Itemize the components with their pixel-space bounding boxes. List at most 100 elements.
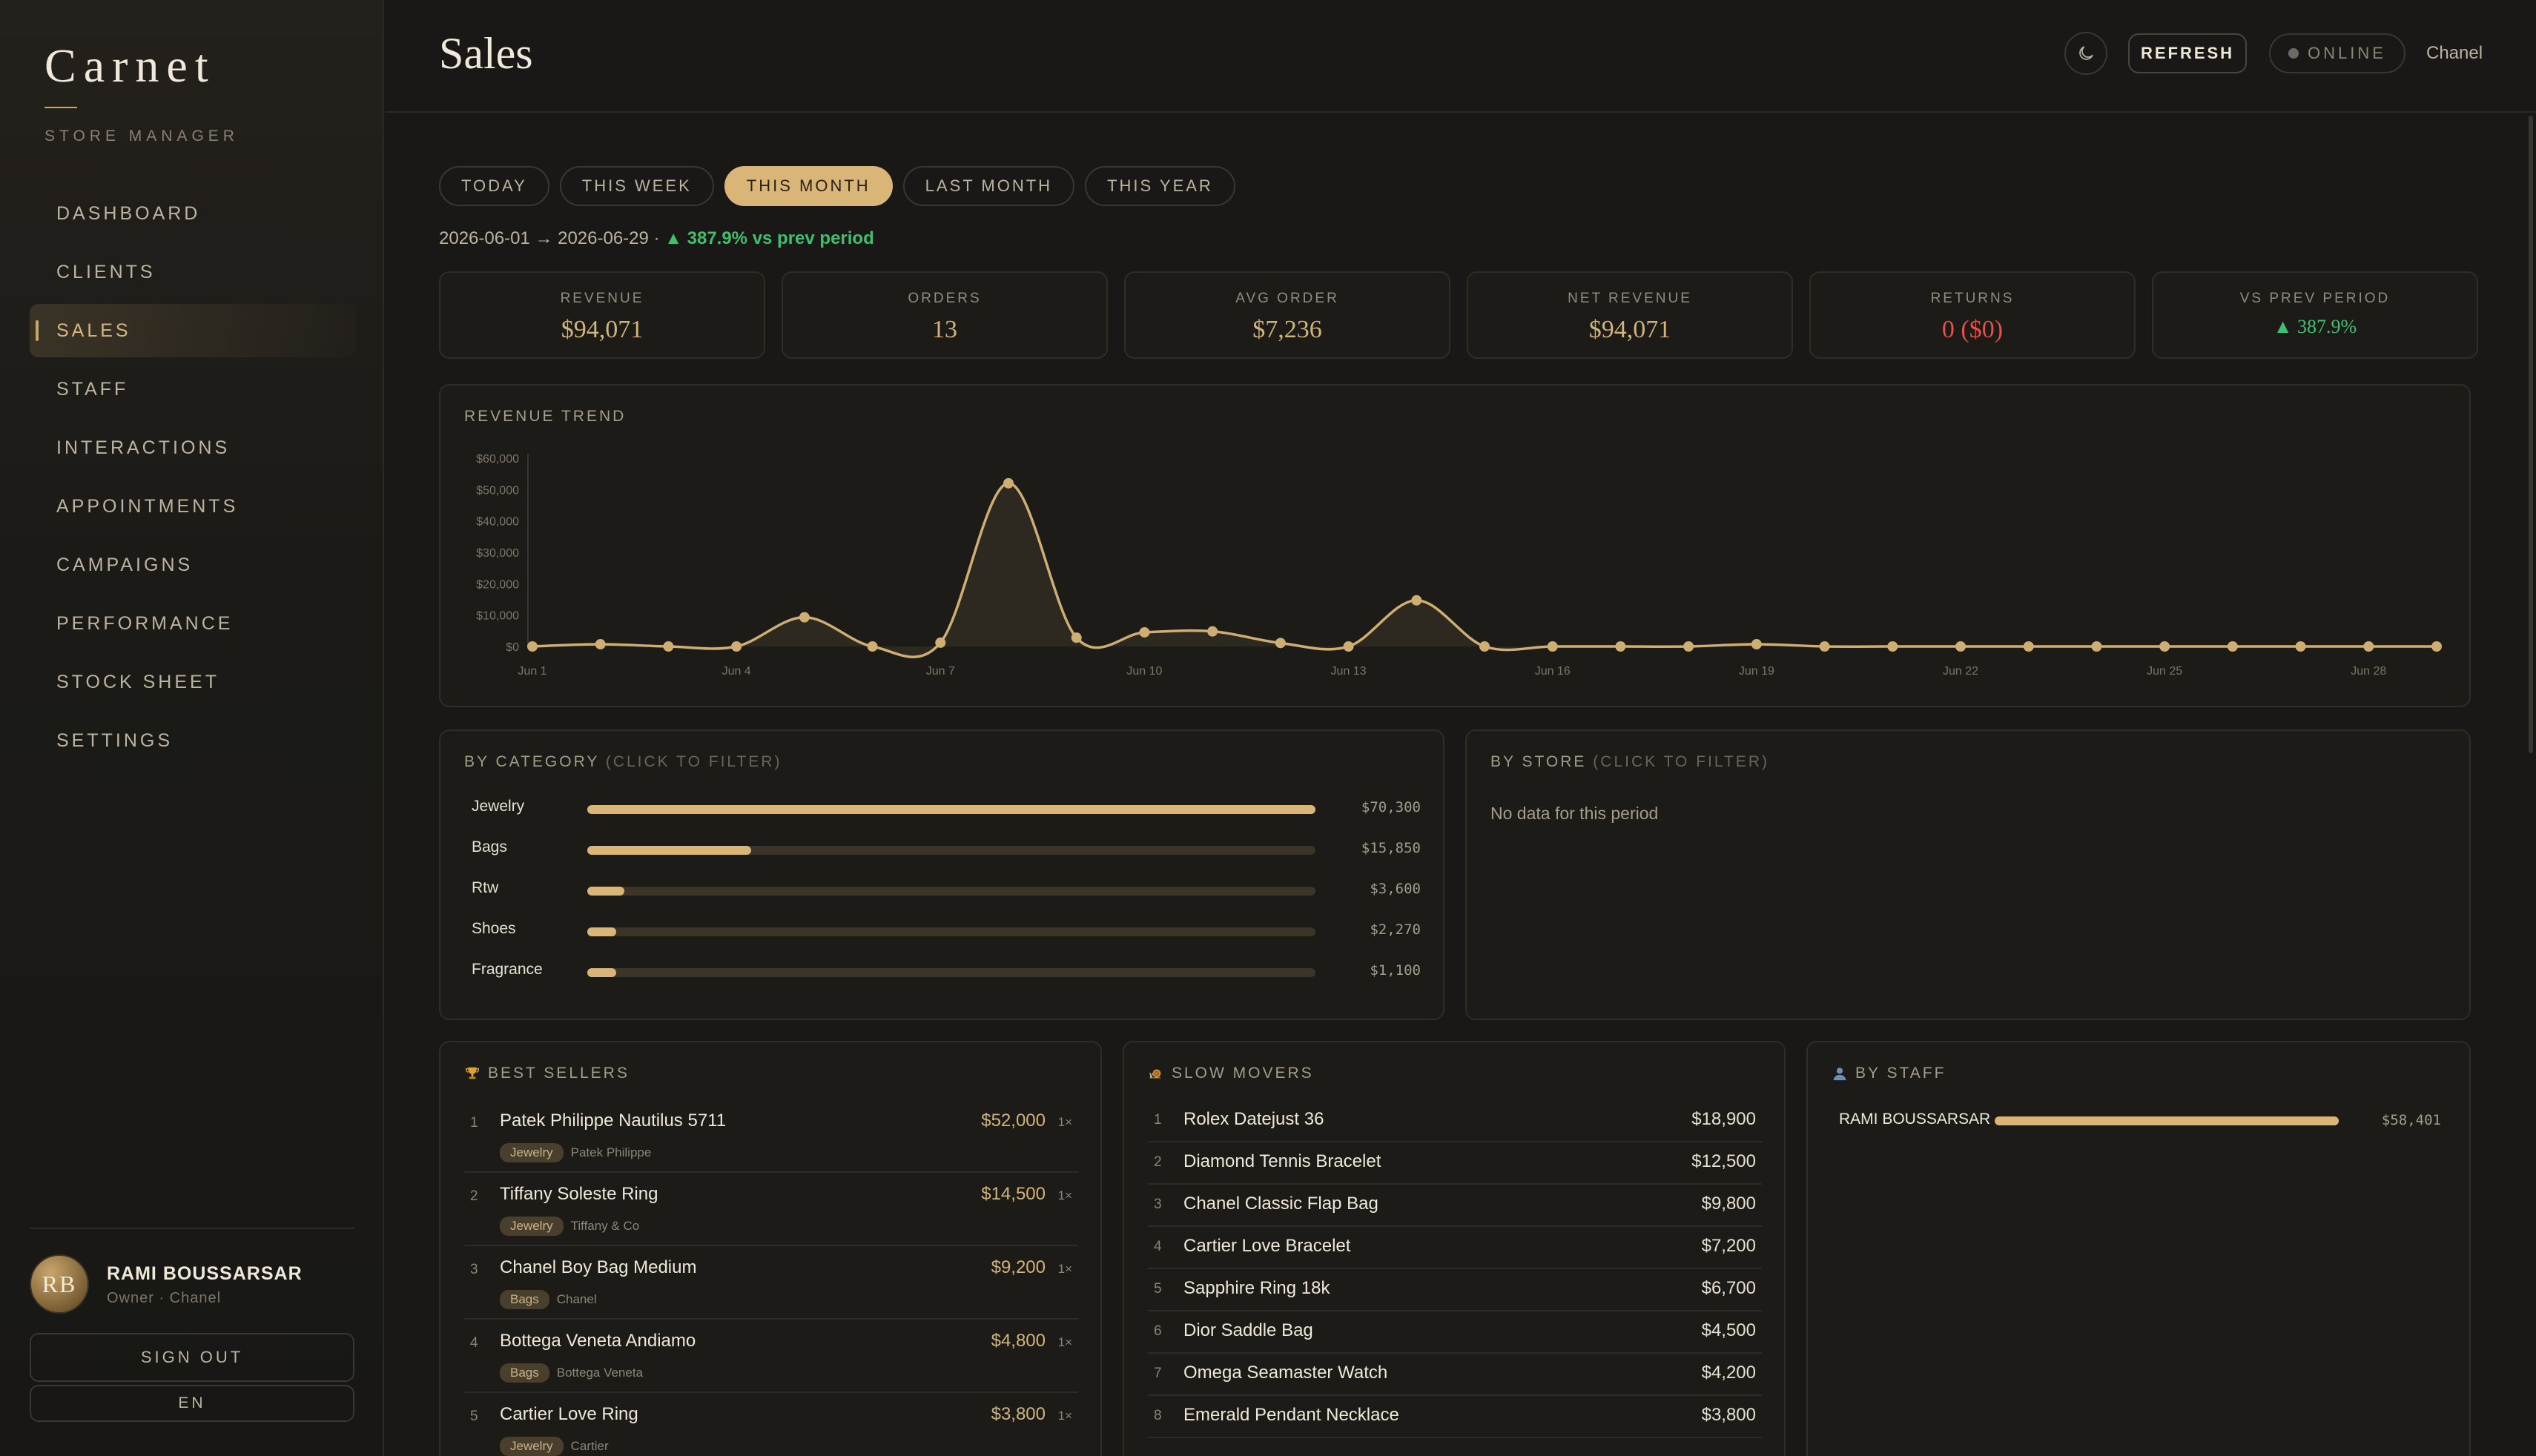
sidebar-divider (30, 1228, 354, 1229)
brand-subtitle: STORE MANAGER (44, 128, 239, 145)
product-qty: 1× (1057, 1115, 1072, 1129)
product-brand: Chanel (556, 1292, 597, 1306)
list-item[interactable]: 2 Tiffany Soleste Ring $14,500 1× Jewelry Tif… (464, 1174, 1078, 1246)
sidebar-item-interactions[interactable]: INTERACTIONS (56, 437, 231, 458)
sidebar-item-campaigns[interactable]: CAMPAIGNS (56, 554, 194, 575)
category-value: $2,270 (1370, 921, 1421, 938)
list-item[interactable]: 3 Chanel Boy Bag Medium $9,200 1× Bags Chanel (464, 1247, 1078, 1320)
trend-point (935, 637, 946, 648)
list-item[interactable]: 2 Diamond Tennis Bracelet $12,500 (1148, 1142, 1762, 1185)
product-name: Bottega Veneta Andiamo (500, 1331, 696, 1351)
product-price: $4,500 (1701, 1320, 1756, 1340)
by-category-hint: (CLICK TO FILTER) (605, 753, 782, 770)
sidebar-item-appointments[interactable]: APPOINTMENTS (56, 495, 239, 517)
header: Sales REFRESH ONLINE Chanel (386, 0, 2536, 113)
product-name: Chanel Boy Bag Medium (500, 1257, 697, 1277)
list-item[interactable]: 7 Omega Seamaster Watch $4,200 (1148, 1354, 1762, 1396)
kpi-card: ORDERS 13 (782, 271, 1108, 359)
product-price: $52,000 (981, 1111, 1046, 1131)
category-name: Bags (472, 838, 507, 856)
theme-toggle-button[interactable] (2064, 32, 2107, 75)
person-icon (1833, 1068, 1846, 1081)
list-item[interactable]: 3 Chanel Classic Flap Bag $9,800 (1148, 1185, 1762, 1227)
trend-point (2023, 641, 2034, 652)
trend-point (2363, 641, 2374, 652)
list-item[interactable]: 4 Cartier Love Bracelet $7,200 (1148, 1227, 1762, 1269)
kpi-card: REVENUE $94,071 (439, 271, 765, 359)
product-qty: 1× (1057, 1262, 1072, 1276)
category-row[interactable]: Bags $15,850 (472, 838, 1421, 861)
category-row[interactable]: Fragrance $1,100 (472, 961, 1421, 983)
range-delta: ▲ 387.9% vs prev period (664, 228, 874, 248)
scrollbar-thumb[interactable] (2529, 116, 2533, 753)
staff-value: $58,401 (2381, 1112, 2441, 1128)
list-item[interactable]: 8 Emerald Pendant Necklace $3,800 (1148, 1396, 1762, 1438)
list-item[interactable]: 5 Sapphire Ring 18k $6,700 (1148, 1269, 1762, 1311)
header-user[interactable]: Chanel (2426, 43, 2483, 63)
category-row[interactable]: Rtw $3,600 (472, 879, 1421, 901)
category-row[interactable]: Jewelry $70,300 (472, 798, 1421, 820)
category-bar-track (587, 846, 1315, 855)
slow-movers-card: SLOW MOVERS 1 Rolex Datejust 36 $18,900 2 Di… (1123, 1041, 1786, 1456)
tab-last-month[interactable]: LAST MONTH (902, 166, 1075, 206)
by-staff-label: BY STAFF (1855, 1065, 1946, 1082)
x-tick-label: Jun 28 (2351, 665, 2386, 678)
category-row[interactable]: Shoes $2,270 (472, 920, 1421, 942)
product-meta: Jewelry Patek Philippe (500, 1143, 651, 1162)
date-range: 2026-06-01 → 2026-06-29 · ▲ 387.9% vs pr… (439, 228, 874, 249)
trend-point (1071, 632, 1082, 643)
list-item[interactable]: 4 Bottega Veneta Andiamo $4,800 1× Bags Botte… (464, 1320, 1078, 1393)
sidebar-item-sales[interactable]: SALES (30, 304, 356, 357)
kpi-value: $94,071 (561, 316, 644, 343)
tab-today[interactable]: TODAY (439, 166, 549, 206)
category-bar-fill (587, 968, 617, 977)
kpi-label: VS PREV PERIOD (2239, 291, 2391, 306)
by-category-label: BY CATEGORY (464, 753, 599, 770)
tab-this-month[interactable]: THIS MONTH (724, 166, 893, 206)
revenue-trend-card: REVENUE TREND $0 $10,000 $20,000 $30,000 $40… (439, 384, 2471, 707)
y-tick-label: $30,000 (476, 547, 519, 560)
language-selector[interactable]: EN (30, 1385, 354, 1422)
list-item[interactable]: 1 Rolex Datejust 36 $18,900 (1148, 1100, 1762, 1142)
product-price: $3,800 (1701, 1405, 1756, 1425)
sidebar-item-performance[interactable]: PERFORMANCE (56, 612, 234, 634)
kpi-label: RETURNS (1930, 291, 2015, 306)
by-staff-title: BY STAFF (1832, 1065, 1946, 1082)
rank-number: 1 (1154, 1112, 1162, 1128)
avatar[interactable]: RB (30, 1254, 89, 1314)
sidebar-item-stock-sheet[interactable]: STOCK SHEET (56, 671, 219, 692)
sidebar-item-staff[interactable]: STAFF (56, 378, 129, 400)
status-dot-icon (2288, 48, 2299, 59)
y-tick-label: $0 (506, 641, 519, 654)
category-name: Rtw (472, 879, 499, 896)
trend-point (527, 641, 538, 652)
staff-row[interactable]: RAMI BOUSSARSAR $58,401 (1839, 1109, 2441, 1131)
x-tick-label: Jun 7 (926, 665, 955, 678)
category-chip: Bags (500, 1290, 549, 1309)
tab-this-year[interactable]: THIS YEAR (1085, 166, 1235, 206)
x-tick-label: Jun 25 (2147, 665, 2182, 678)
x-tick-label: Jun 1 (518, 665, 547, 678)
sidebar-item-clients[interactable]: CLIENTS (56, 261, 156, 282)
x-tick-label: Jun 22 (1943, 665, 1978, 678)
trend-point (867, 641, 878, 652)
list-item[interactable]: 6 Dior Saddle Bag $4,500 (1148, 1311, 1762, 1354)
y-tick-label: $10,000 (476, 610, 519, 623)
list-item[interactable]: 5 Cartier Love Ring $3,800 1× Jewelry Cartier (464, 1394, 1078, 1456)
refresh-button[interactable]: REFRESH (2128, 33, 2247, 73)
list-item[interactable]: 1 Patek Philippe Nautilus 5711 $52,000 1× Je… (464, 1100, 1078, 1173)
x-tick-label: Jun 4 (722, 665, 751, 678)
tab-this-week[interactable]: THIS WEEK (559, 166, 714, 206)
best-sellers-card: BEST SELLERS 1 Patek Philippe Nautilus 57… (439, 1041, 1102, 1456)
trend-point (2091, 641, 2102, 652)
kpi-value: 13 (932, 316, 957, 343)
y-tick-label: $40,000 (476, 516, 519, 529)
sidebar-item-dashboard[interactable]: DASHBOARD (56, 202, 201, 224)
rank-number: 7 (1154, 1366, 1162, 1381)
product-name: Dior Saddle Bag (1183, 1320, 1313, 1340)
product-name: Rolex Datejust 36 (1183, 1109, 1324, 1129)
sidebar-item-settings[interactable]: SETTINGS (56, 729, 174, 751)
y-tick-label: $20,000 (476, 578, 519, 591)
sign-out-button[interactable]: SIGN OUT (30, 1333, 354, 1382)
product-name: Cartier Love Bracelet (1183, 1236, 1351, 1256)
